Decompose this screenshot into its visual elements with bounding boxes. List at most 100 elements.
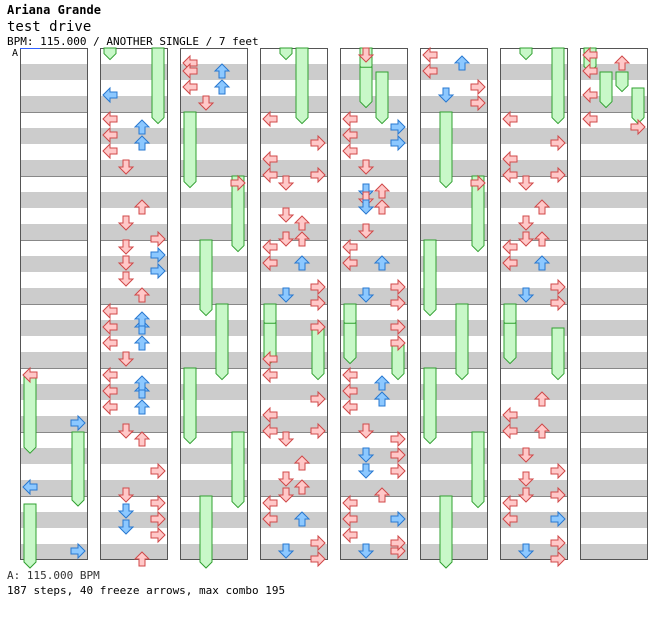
right-arrow-icon <box>310 294 326 312</box>
up-arrow-icon <box>533 391 551 407</box>
down-arrow-icon <box>117 271 135 287</box>
up-arrow-icon <box>373 487 391 503</box>
right-arrow-icon <box>390 510 406 528</box>
section-marker: A <box>12 48 18 59</box>
freeze-arrow-icon <box>359 66 373 109</box>
freeze-arrow-icon <box>471 175 485 253</box>
freeze-arrow-icon <box>231 431 245 509</box>
down-arrow-icon <box>117 503 135 519</box>
freeze-arrow-icon <box>599 71 613 109</box>
left-arrow-icon <box>502 406 518 424</box>
left-arrow-icon <box>502 254 518 272</box>
right-arrow-icon <box>390 334 406 352</box>
up-arrow-icon <box>213 79 231 95</box>
left-arrow-icon <box>22 366 38 384</box>
down-arrow-icon <box>517 175 535 191</box>
left-arrow-icon <box>342 398 358 416</box>
right-arrow-icon <box>70 414 86 432</box>
up-arrow-icon <box>613 55 631 71</box>
freeze-arrow-icon <box>215 303 229 381</box>
right-arrow-icon <box>310 278 326 296</box>
left-arrow-icon <box>182 78 198 96</box>
up-arrow-icon <box>133 399 151 415</box>
song-title: test drive <box>7 19 92 35</box>
left-arrow-icon <box>262 366 278 384</box>
left-arrow-icon <box>22 478 38 496</box>
freeze-arrow-icon <box>423 239 437 317</box>
freeze-arrow-icon <box>311 327 325 381</box>
right-arrow-icon <box>390 134 406 152</box>
down-arrow-icon <box>277 287 295 303</box>
freeze-arrow-icon <box>631 87 645 125</box>
freeze-arrow-icon <box>231 175 245 253</box>
up-arrow-icon <box>373 375 391 391</box>
left-arrow-icon <box>262 350 278 368</box>
up-arrow-icon <box>533 231 551 247</box>
right-arrow-icon <box>310 422 326 440</box>
left-arrow-icon <box>342 110 358 128</box>
freeze-arrow-icon <box>151 47 165 125</box>
left-arrow-icon <box>262 238 278 256</box>
down-arrow-icon <box>357 543 375 559</box>
left-arrow-icon <box>102 334 118 352</box>
freeze-arrow-icon <box>343 322 357 365</box>
down-arrow-icon <box>517 543 535 559</box>
down-arrow-icon <box>277 175 295 191</box>
up-arrow-icon <box>293 479 311 495</box>
left-arrow-icon <box>262 166 278 184</box>
left-arrow-icon <box>262 406 278 424</box>
right-arrow-icon <box>150 262 166 280</box>
right-arrow-icon <box>310 534 326 552</box>
up-arrow-icon <box>533 199 551 215</box>
down-arrow-icon <box>117 351 135 367</box>
freeze-arrow-icon <box>279 47 293 61</box>
down-arrow-icon <box>357 199 375 215</box>
up-arrow-icon <box>133 431 151 447</box>
chart-info: BPM: 115.000 / ANOTHER SINGLE / 7 feet <box>7 35 259 48</box>
down-arrow-icon <box>517 487 535 503</box>
left-arrow-icon <box>422 46 438 64</box>
freeze-arrow-icon <box>455 303 469 381</box>
down-arrow-icon <box>277 231 295 247</box>
down-arrow-icon <box>277 471 295 487</box>
left-arrow-icon <box>342 366 358 384</box>
freeze-arrow-icon <box>615 71 629 93</box>
left-arrow-icon <box>582 86 598 104</box>
down-arrow-icon <box>277 543 295 559</box>
right-arrow-icon <box>550 278 566 296</box>
right-arrow-icon <box>550 510 566 528</box>
left-arrow-icon <box>502 422 518 440</box>
down-arrow-icon <box>117 423 135 439</box>
right-arrow-icon <box>390 294 406 312</box>
right-arrow-icon <box>230 174 246 192</box>
down-arrow-icon <box>357 463 375 479</box>
down-arrow-icon <box>117 255 135 271</box>
left-arrow-icon <box>502 494 518 512</box>
up-arrow-icon <box>293 231 311 247</box>
up-arrow-icon <box>133 335 151 351</box>
right-arrow-icon <box>470 78 486 96</box>
up-arrow-icon <box>133 119 151 135</box>
right-arrow-icon <box>310 550 326 568</box>
left-arrow-icon <box>102 382 118 400</box>
up-arrow-icon <box>293 255 311 271</box>
left-arrow-icon <box>502 238 518 256</box>
up-arrow-icon <box>373 199 391 215</box>
down-arrow-icon <box>117 239 135 255</box>
right-arrow-icon <box>150 230 166 248</box>
freeze-arrow-icon <box>439 111 453 189</box>
left-arrow-icon <box>262 254 278 272</box>
up-arrow-icon <box>213 63 231 79</box>
left-arrow-icon <box>582 110 598 128</box>
right-arrow-icon <box>550 294 566 312</box>
up-arrow-icon <box>373 183 391 199</box>
left-arrow-icon <box>342 382 358 400</box>
freeze-arrow-icon <box>199 495 213 569</box>
right-arrow-icon <box>310 134 326 152</box>
left-arrow-icon <box>102 142 118 160</box>
left-arrow-icon <box>102 110 118 128</box>
down-arrow-icon <box>117 159 135 175</box>
down-arrow-icon <box>357 447 375 463</box>
left-arrow-icon <box>102 126 118 144</box>
right-arrow-icon <box>310 318 326 336</box>
